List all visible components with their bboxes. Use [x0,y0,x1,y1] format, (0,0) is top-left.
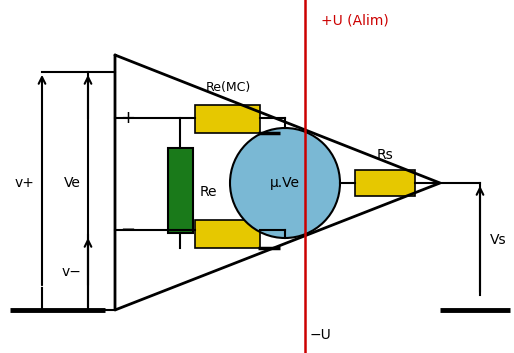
Bar [195,105,260,133]
Bar [168,148,193,233]
Text: +: + [120,109,136,127]
Text: −: − [120,221,136,239]
Text: Re: Re [199,185,217,199]
Text: −U: −U [309,328,331,342]
Text: Re(MC): Re(MC) [206,82,251,95]
Text: Rs: Rs [377,148,393,162]
Circle shape [230,128,340,238]
Text: +U (Alim): +U (Alim) [321,13,389,27]
Text: v−: v− [62,265,82,279]
Bar [355,170,415,196]
Text: Vs: Vs [490,233,506,247]
Text: Ve: Ve [64,176,80,190]
Text: v+: v+ [15,176,35,190]
Text: μ.Ve: μ.Ve [270,176,300,190]
Bar [195,220,260,248]
